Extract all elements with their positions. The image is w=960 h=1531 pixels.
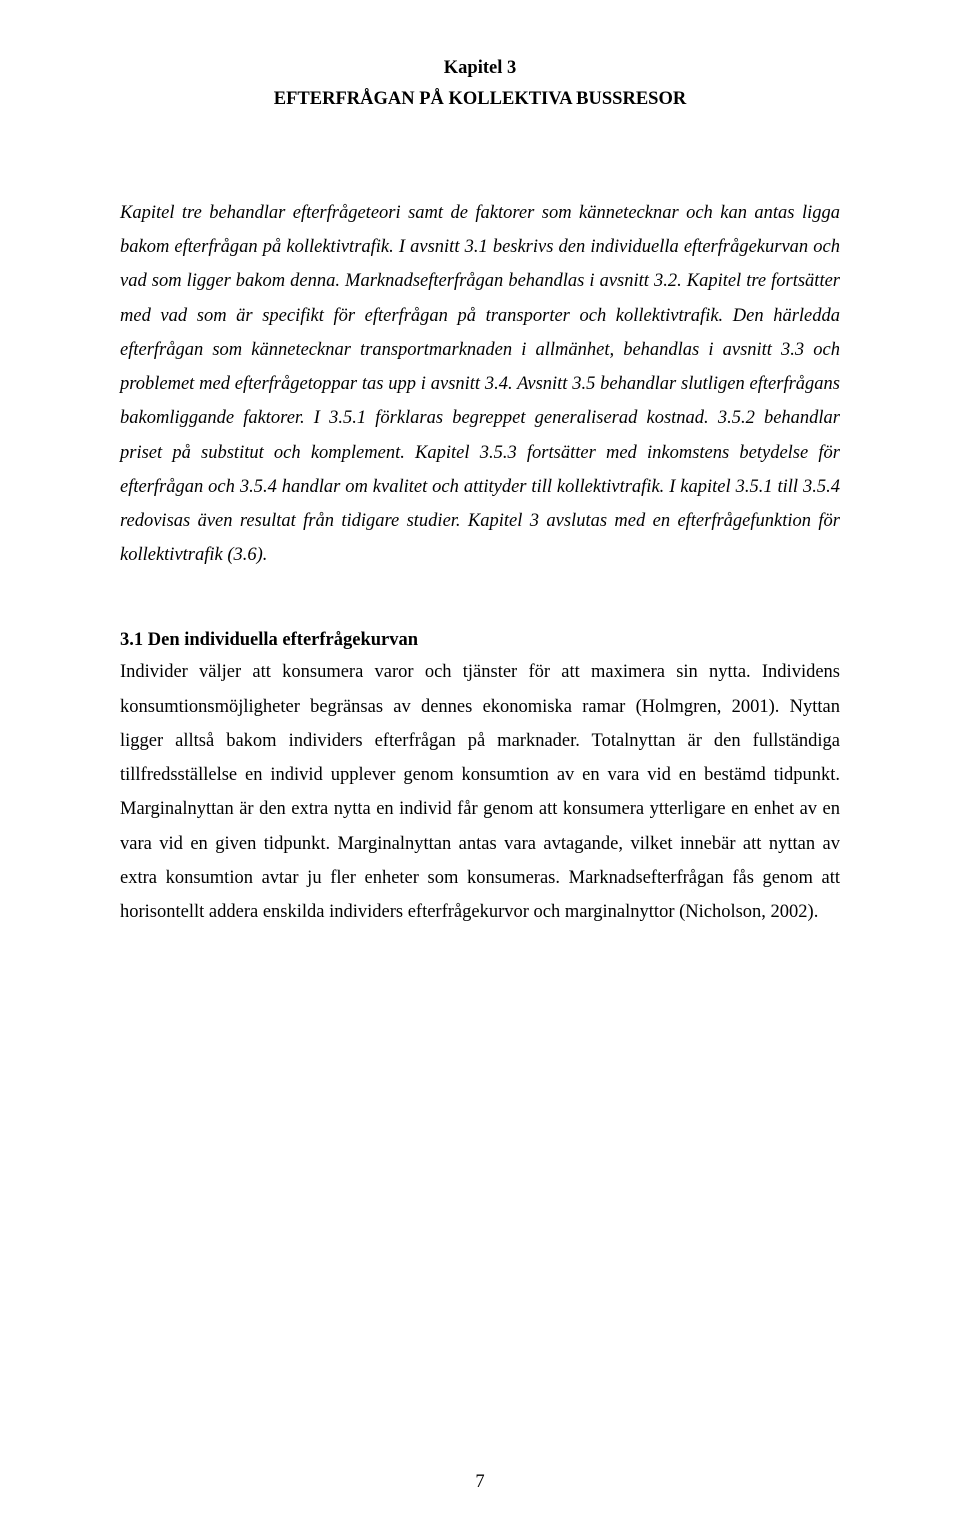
- page-number: 7: [0, 1472, 960, 1493]
- body-paragraph: Individer väljer att konsumera varor och…: [120, 655, 840, 929]
- intro-paragraph: Kapitel tre behandlar efterfrågeteori sa…: [120, 196, 840, 572]
- chapter-title: EFTERFRÅGAN PÅ KOLLEKTIVA BUSSRESOR: [120, 89, 840, 110]
- section-heading: 3.1 Den individuella efterfrågekurvan: [120, 630, 840, 651]
- chapter-number: Kapitel 3: [120, 58, 840, 79]
